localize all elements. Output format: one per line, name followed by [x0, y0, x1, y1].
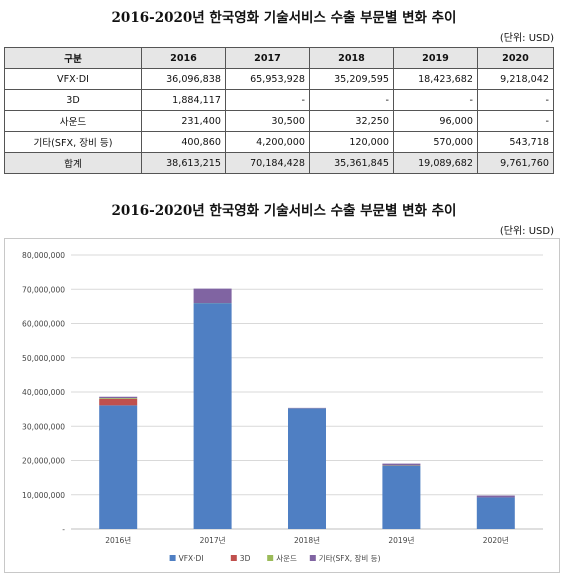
table-cell: -: [393, 89, 478, 111]
table-title: 2016-2020년 한국영화 기술서비스 수출 부문별 변화 추이: [111, 10, 457, 26]
table-cell: -: [477, 110, 554, 132]
bar-segment: [193, 303, 232, 529]
header-2019: 2019: [393, 47, 478, 69]
table-total-row: 합계 38,613,215 70,184,428 35,361,845 19,0…: [4, 152, 554, 174]
legend-label: VFX·DI: [179, 554, 204, 563]
bar-segment: [193, 288, 232, 304]
table-cell: 9,218,042: [477, 68, 554, 90]
chart-frame: - 10,000,000 20,000,000 30,000,000 40,000,00…: [4, 238, 560, 573]
table-row: VFX·DI 36,096,838 65,953,928 35,209,595 …: [4, 68, 554, 90]
y-tick-label: 80,000,000: [22, 251, 65, 260]
y-tick-label: 50,000,000: [22, 354, 65, 363]
header-2018: 2018: [309, 47, 394, 69]
header-2016: 2016: [141, 47, 226, 69]
legend-label: 3D: [240, 554, 251, 563]
chart-title: 2016-2020년 한국영화 기술서비스 수출 부문별 변화 추이: [111, 203, 457, 219]
row-label: 사운드: [4, 110, 142, 132]
total-cell: 19,089,682: [393, 152, 478, 174]
table-cell: 18,423,682: [393, 68, 478, 90]
x-tick-label: 2017년: [200, 535, 226, 545]
row-label: VFX·DI: [4, 68, 142, 90]
table-cell: 231,400: [141, 110, 226, 132]
table-cell: 1,884,117: [141, 89, 226, 111]
table-cell: 570,000: [393, 131, 478, 153]
table-cell: 35,209,595: [309, 68, 394, 90]
legend-label: 기타(SFX, 장비 등): [319, 553, 381, 563]
bar-segment: [476, 497, 515, 529]
table-row: 3D 1,884,117 - - - -: [4, 89, 554, 111]
y-tick-label: 10,000,000: [22, 491, 65, 500]
bar-segment: [476, 495, 515, 498]
total-cell: 35,361,845: [309, 152, 394, 174]
table-cell: 120,000: [309, 131, 394, 153]
legend-swatch: [169, 555, 176, 561]
total-cell: 9,761,760: [477, 152, 554, 174]
table-cell: 400,860: [141, 131, 226, 153]
y-tick-label: 70,000,000: [22, 285, 65, 294]
bar-segment: [99, 396, 138, 399]
x-tick-label: 2020년: [483, 535, 509, 545]
table-cell: 36,096,838: [141, 68, 226, 90]
legend-swatch: [309, 555, 316, 561]
table-cell: 32,250: [309, 110, 394, 132]
total-label: 합계: [4, 152, 142, 174]
y-tick-label: 60,000,000: [22, 320, 65, 329]
y-tick-label: 20,000,000: [22, 457, 65, 466]
legend-swatch: [230, 555, 237, 561]
x-tick-label: 2019년: [388, 535, 414, 545]
bar-segment: [382, 465, 421, 529]
header-2020: 2020: [477, 47, 554, 69]
bar-segment: [382, 463, 421, 466]
table-cell: -: [225, 89, 310, 111]
bar-segment: [99, 398, 138, 399]
export-table: 구분 2016 2017 2018 2019 2020 VFX·DI 36,09…: [4, 47, 554, 174]
bar-segment: [99, 405, 138, 529]
header-category: 구분: [4, 47, 142, 69]
total-cell: 38,613,215: [141, 152, 226, 174]
table-cell: 65,953,928: [225, 68, 310, 90]
table-header-row: 구분 2016 2017 2018 2019 2020: [4, 47, 554, 69]
stacked-bar-chart: - 10,000,000 20,000,000 30,000,000 40,000,00…: [22, 251, 543, 563]
bar-segment: [99, 398, 138, 406]
x-tick-label: 2018년: [294, 535, 320, 545]
legend-swatch: [267, 555, 274, 561]
table-cell: 30,500: [225, 110, 310, 132]
table-cell: 543,718: [477, 131, 554, 153]
legend-label: 사운드: [276, 554, 297, 563]
header-2017: 2017: [225, 47, 310, 69]
y-tick-label: 40,000,000: [22, 388, 65, 397]
table-cell: 96,000: [393, 110, 478, 132]
table-cell: -: [309, 89, 394, 111]
row-label: 3D: [4, 89, 142, 111]
x-tick-label: 2016년: [105, 535, 131, 545]
table-cell: -: [477, 89, 554, 111]
total-cell: 70,184,428: [225, 152, 310, 174]
bar-segment: [288, 408, 326, 529]
y-tick-label: -: [62, 525, 65, 534]
table-cell: 4,200,000: [225, 131, 310, 153]
row-label: 기타(SFX, 장비 등): [4, 131, 142, 153]
table-unit: (단위: USD): [499, 33, 554, 44]
table-row: 기타(SFX, 장비 등) 400,860 4,200,000 120,000 …: [4, 131, 554, 153]
chart-unit: (단위: USD): [499, 226, 554, 237]
table-row: 사운드 231,400 30,500 32,250 96,000 -: [4, 110, 554, 132]
y-tick-label: 30,000,000: [22, 422, 65, 431]
